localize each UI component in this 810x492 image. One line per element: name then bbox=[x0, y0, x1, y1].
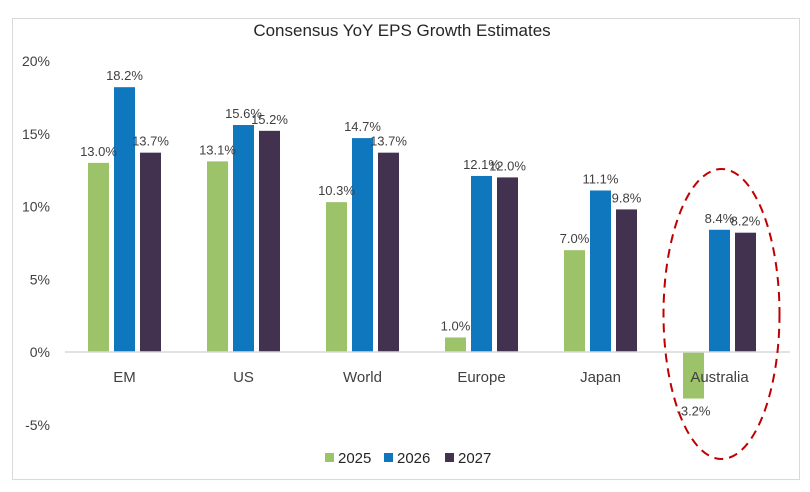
bar-2027-us bbox=[259, 130, 280, 352]
data-label: 14.7% bbox=[344, 119, 381, 134]
category-label: World bbox=[343, 369, 382, 386]
legend-label-2026: 2026 bbox=[397, 450, 430, 467]
data-label: 12.0% bbox=[489, 158, 526, 173]
data-label: 15.2% bbox=[251, 112, 288, 127]
bar-2025-europe bbox=[445, 337, 466, 352]
data-label: 13.7% bbox=[370, 134, 407, 149]
bar-2025-australia bbox=[683, 352, 704, 399]
category-label: Europe bbox=[457, 369, 505, 386]
bar-2025-world bbox=[326, 202, 347, 352]
y-tick-label: 10% bbox=[22, 199, 50, 215]
data-label: 12.1% bbox=[463, 157, 500, 172]
data-label: 9.8% bbox=[612, 190, 642, 205]
data-label: 13.1% bbox=[199, 142, 236, 157]
bar-2025-em bbox=[88, 162, 109, 352]
data-label: 11.1% bbox=[583, 171, 619, 186]
highlight-ellipse-annotation bbox=[662, 168, 781, 460]
bar-2027-japan bbox=[616, 209, 637, 352]
category-label: Japan bbox=[580, 369, 621, 386]
x-axis-categories: EM US World Europe Japan Australia bbox=[113, 369, 749, 386]
y-tick-label: -5% bbox=[25, 417, 50, 433]
bar-2025-us bbox=[207, 161, 228, 352]
legend-swatch-2026 bbox=[384, 453, 393, 462]
bar-2026-europe bbox=[471, 175, 492, 352]
bar-2026-us bbox=[233, 125, 254, 353]
data-label: 8.4% bbox=[705, 211, 735, 226]
bars bbox=[88, 87, 756, 399]
bar-2027-world bbox=[378, 152, 399, 352]
bar-2027-europe bbox=[497, 177, 518, 352]
data-label: 1.0% bbox=[441, 318, 471, 333]
bar-2026-em bbox=[114, 87, 135, 352]
data-label: 13.7% bbox=[132, 134, 169, 149]
data-label: 8.2% bbox=[731, 214, 761, 229]
legend-label-2027: 2027 bbox=[458, 450, 491, 467]
data-label: 7.0% bbox=[560, 231, 590, 246]
data-label: -3.2% bbox=[677, 404, 711, 419]
chart-title: Consensus YoY EPS Growth Estimates bbox=[253, 21, 550, 40]
bar-2027-em bbox=[140, 152, 161, 352]
bar-2026-australia bbox=[709, 229, 730, 352]
y-tick-label: 15% bbox=[22, 126, 50, 142]
legend-swatch-2025 bbox=[325, 453, 334, 462]
legend: 2025 2026 2027 bbox=[325, 450, 491, 467]
data-label: 18.2% bbox=[106, 68, 143, 83]
category-label: Australia bbox=[690, 369, 749, 386]
y-tick-label: 20% bbox=[22, 53, 50, 69]
y-axis: -5% 0% 5% 10% 15% 20% bbox=[22, 53, 50, 433]
bar-2027-australia bbox=[735, 232, 756, 352]
data-label: 10.3% bbox=[318, 183, 355, 198]
y-tick-label: 5% bbox=[30, 271, 50, 287]
chart-frame bbox=[12, 18, 800, 480]
data-label: 13.0% bbox=[80, 144, 117, 159]
bar-2026-world bbox=[352, 138, 373, 352]
legend-swatch-2027 bbox=[445, 453, 454, 462]
y-tick-label: 0% bbox=[30, 344, 50, 360]
category-label: US bbox=[233, 369, 254, 386]
data-labels: 13.0% 18.2% 13.7% 13.1% 15.6%15.2% 10.3% 14.7%… bbox=[80, 68, 761, 418]
bar-2026-japan bbox=[590, 190, 611, 352]
bar-2025-japan bbox=[564, 250, 585, 352]
legend-label-2025: 2025 bbox=[338, 450, 371, 467]
data-label: 15.6% bbox=[225, 106, 262, 121]
category-label: EM bbox=[113, 369, 136, 386]
